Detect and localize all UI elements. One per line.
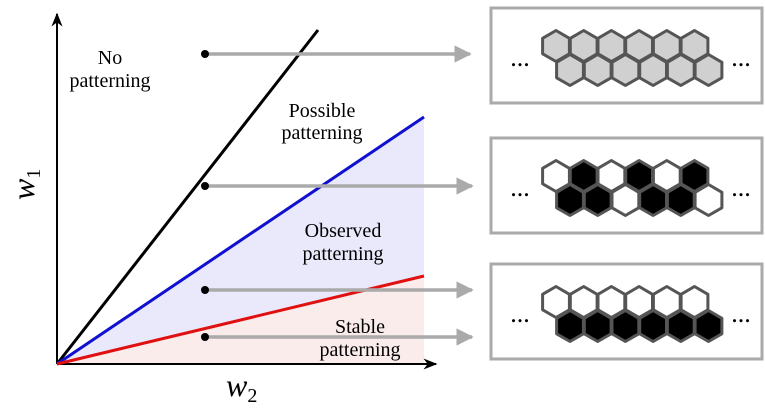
ellipsis: ... [731, 173, 751, 202]
subscript: 1 [23, 169, 45, 179]
symbol: w [5, 178, 41, 200]
region-label: Possible [289, 100, 356, 122]
hexagon [667, 55, 694, 86]
hexagon [640, 185, 667, 216]
subscript: 2 [247, 385, 257, 407]
dot [201, 50, 209, 58]
hexagon [640, 311, 667, 342]
hexagon [667, 185, 694, 216]
region-label: patterning [319, 339, 400, 361]
hexagon [557, 185, 584, 216]
dot [201, 333, 209, 341]
ellipsis: ... [510, 299, 530, 328]
hexagon [557, 55, 584, 86]
dot [201, 286, 209, 294]
hexagon [695, 185, 722, 216]
hexagon [695, 55, 722, 86]
hexagon [640, 55, 667, 86]
ellipsis: ... [731, 299, 751, 328]
hexagon [612, 55, 639, 86]
x-axis-label: w2 [226, 367, 257, 407]
region-label: Stable [335, 316, 385, 338]
dot [201, 182, 209, 190]
diagram: No patterning Possible patterning Observ… [0, 0, 765, 410]
region-label: patterning [69, 70, 150, 92]
region-label: Observed [305, 220, 382, 242]
ellipsis: ... [510, 173, 530, 202]
hexagon [584, 185, 611, 216]
hexagon [557, 311, 584, 342]
region-label: patterning [302, 243, 383, 265]
ellipsis: ... [510, 43, 530, 72]
region-label: No [98, 47, 122, 69]
y-axis-label: w1 [5, 169, 45, 200]
region-label: patterning [281, 122, 362, 144]
hexagon [584, 311, 611, 342]
hexagon [584, 55, 611, 86]
hexagon [695, 311, 722, 342]
hexagon [612, 185, 639, 216]
hexagon [667, 311, 694, 342]
symbol: w [226, 367, 248, 403]
ellipsis: ... [731, 43, 751, 72]
hexagon [612, 311, 639, 342]
